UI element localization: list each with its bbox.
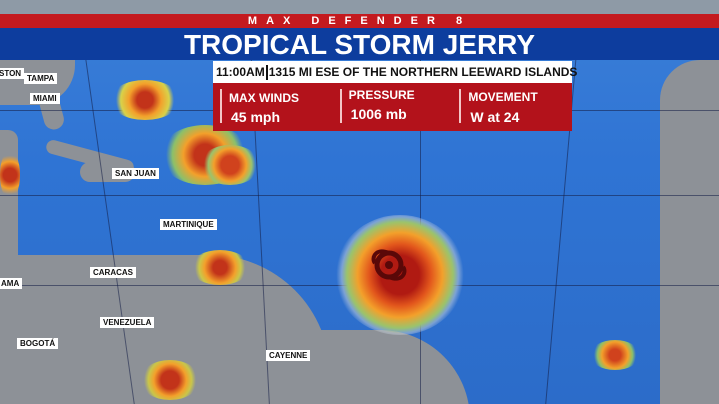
stat-max-winds: MAX WINDS 45 mph [213,83,333,131]
advisory-line: 11:00AM 1315 MI ESE OF THE NORTHERN LEEWA… [213,61,577,83]
land-south-america-east [250,330,470,404]
stat-movement: MOVEMENT W at 24 [452,83,572,131]
storm-cloud [200,145,260,185]
city-label-cayenne: CAYENNE [266,350,311,361]
jerry-cloud-mass [335,215,465,335]
brand-bar: MAX DEFENDER 8 [0,14,719,28]
city-label-miami: MIAMI [30,93,60,104]
storm-stats-panel: MAX WINDS 45 mph PRESSURE 1006 mb MOVEMENT… [213,83,572,131]
grid-line [0,195,719,196]
city-label-houston: STON [0,68,25,79]
city-label-san-juan: SAN JUAN [112,168,159,179]
storm-cloud [110,80,180,120]
top-strip [0,0,719,14]
city-label-caracas: CARACAS [90,267,136,278]
tropical-storm-icon [371,249,407,281]
storm-cloud [190,250,250,285]
divider [339,89,342,123]
advisory-location: 1315 MI ESE OF THE NORTHERN LEEWARD ISLA… [268,65,578,79]
stat-label: PRESSURE [348,88,415,102]
city-label-tampa: TAMPA [24,73,58,84]
city-label-bogota: BOGOTÁ [17,338,59,349]
city-label-martinique: MARTINIQUE [160,219,217,230]
stat-label: MOVEMENT [468,90,538,104]
page-title: TROPICAL STORM JERRY [0,28,719,60]
stat-value: W at 24 [470,109,520,125]
storm-cloud [140,360,200,400]
storm-cloud [590,340,640,370]
divider [459,89,462,123]
stat-pressure: PRESSURE 1006 mb [333,83,453,131]
stat-label: MAX WINDS [229,91,299,105]
stat-value: 45 mph [231,109,281,125]
city-label-panama: AMA [0,278,23,289]
advisory-time: 11:00AM [216,65,265,79]
divider [265,65,268,81]
city-label-venezuela: VENEZUELA [100,317,155,328]
divider [220,89,222,123]
land-africa [660,60,719,404]
storm-cloud [0,150,20,200]
stat-value: 1006 mb [350,106,407,122]
